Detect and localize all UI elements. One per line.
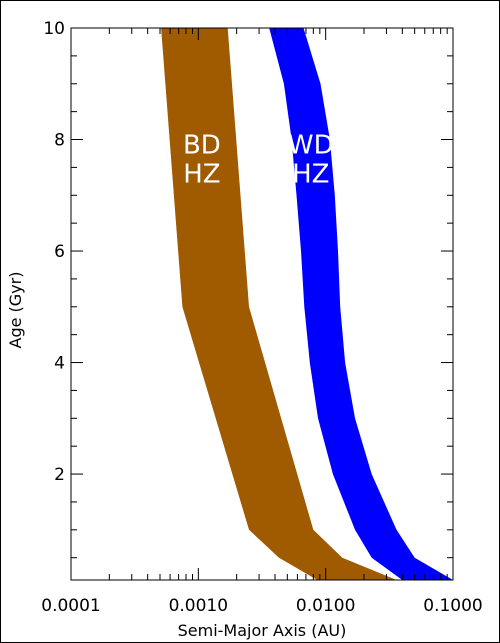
band-label-bd-hz-line-1: BD [183, 131, 221, 161]
x-tick-label: 0.0100 [296, 596, 355, 616]
axes-layer: 0.0001 0.0010 0.0100 0.1000 2 4 6 8 10 [41, 19, 482, 616]
x-axis-title: Semi-Major Axis (AU) [178, 621, 347, 640]
band-wd-hz [269, 28, 453, 580]
bands-layer [161, 28, 453, 580]
y-tick-label: 2 [54, 465, 65, 485]
y-tick-label: 4 [54, 354, 65, 374]
y-tick-label: 10 [43, 19, 65, 39]
band-label-bd-hz-line-2: HZ [183, 160, 220, 190]
y-tick-label: 8 [54, 131, 65, 151]
band-label-wd-hz-line-1: WD [288, 131, 334, 161]
plot-border [70, 27, 454, 581]
x-tick-label: 0.1000 [423, 596, 482, 616]
y-axis-title: Age (Gyr) [6, 272, 25, 349]
y-tick-label: 6 [54, 242, 65, 262]
band-bd-hz [161, 28, 397, 580]
band-label-wd-hz-line-2: HZ [292, 160, 329, 190]
x-tick-label: 0.0010 [169, 596, 228, 616]
x-tick-label: 0.0001 [41, 596, 100, 616]
